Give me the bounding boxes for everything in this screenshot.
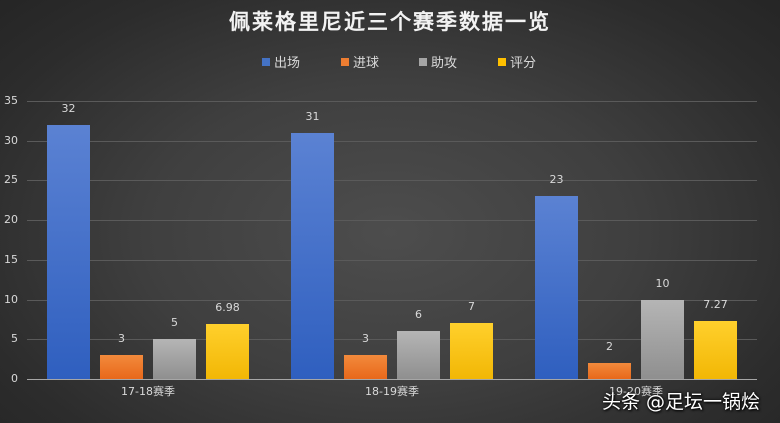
legend-item-appearances: 出场 bbox=[262, 52, 300, 71]
legend-swatch-orange bbox=[341, 57, 349, 66]
bar bbox=[694, 321, 737, 379]
data-label: 10 bbox=[655, 277, 670, 290]
gridline bbox=[27, 300, 757, 301]
gridline bbox=[27, 180, 757, 181]
y-tick-label: 20 bbox=[4, 213, 18, 226]
x-category-label: 17-18赛季 bbox=[121, 385, 175, 398]
data-label: 23 bbox=[549, 173, 564, 186]
x-axis-line bbox=[27, 379, 757, 380]
bar bbox=[206, 324, 249, 379]
data-label: 3 bbox=[118, 332, 125, 345]
legend-swatch-gray bbox=[419, 57, 427, 66]
data-label: 31 bbox=[305, 110, 320, 123]
gridline bbox=[27, 101, 757, 102]
y-tick-label: 10 bbox=[4, 293, 18, 306]
x-category-label: 19-20赛季 bbox=[609, 385, 663, 398]
bar bbox=[344, 355, 387, 379]
legend-item-goals: 进球 bbox=[341, 52, 379, 71]
bar bbox=[153, 339, 196, 379]
bar bbox=[450, 323, 493, 379]
data-label: 3 bbox=[362, 332, 369, 345]
chart-legend: 出场 进球 助攻 评分 bbox=[0, 52, 780, 71]
gridline bbox=[27, 141, 757, 142]
data-label: 7 bbox=[468, 300, 475, 313]
data-label: 6.98 bbox=[215, 301, 240, 314]
bar bbox=[291, 133, 334, 379]
data-label: 6 bbox=[415, 308, 422, 321]
data-label: 2 bbox=[606, 340, 613, 353]
y-tick-label: 35 bbox=[4, 94, 18, 107]
bar bbox=[397, 331, 440, 379]
data-label: 32 bbox=[61, 102, 76, 115]
legend-label: 进球 bbox=[353, 56, 380, 71]
y-tick-label: 30 bbox=[4, 134, 18, 147]
y-tick-label: 0 bbox=[11, 372, 18, 385]
y-tick-label: 5 bbox=[11, 332, 18, 345]
y-tick-label: 25 bbox=[4, 173, 18, 186]
x-category-label: 18-19赛季 bbox=[365, 385, 419, 398]
legend-swatch-yellow bbox=[498, 57, 506, 66]
chart-title: 佩莱格里尼近三个赛季数据一览 bbox=[229, 10, 551, 34]
data-label: 5 bbox=[171, 316, 178, 329]
watermark: 头条 @足坛一锅烩 bbox=[602, 391, 761, 413]
data-label: 7.27 bbox=[703, 298, 728, 311]
bar bbox=[588, 363, 631, 379]
legend-swatch-blue bbox=[262, 57, 270, 66]
gridline bbox=[27, 260, 757, 261]
legend-item-assists: 助攻 bbox=[419, 52, 457, 71]
legend-label: 助攻 bbox=[431, 56, 458, 71]
bar bbox=[47, 125, 90, 379]
bar bbox=[641, 300, 684, 379]
bar bbox=[535, 196, 578, 379]
gridline bbox=[27, 339, 757, 340]
legend-label: 出场 bbox=[274, 56, 301, 71]
bar bbox=[100, 355, 143, 379]
y-tick-label: 15 bbox=[4, 253, 18, 266]
legend-item-rating: 评分 bbox=[498, 52, 536, 71]
legend-label: 评分 bbox=[510, 56, 537, 71]
gridline bbox=[27, 220, 757, 221]
